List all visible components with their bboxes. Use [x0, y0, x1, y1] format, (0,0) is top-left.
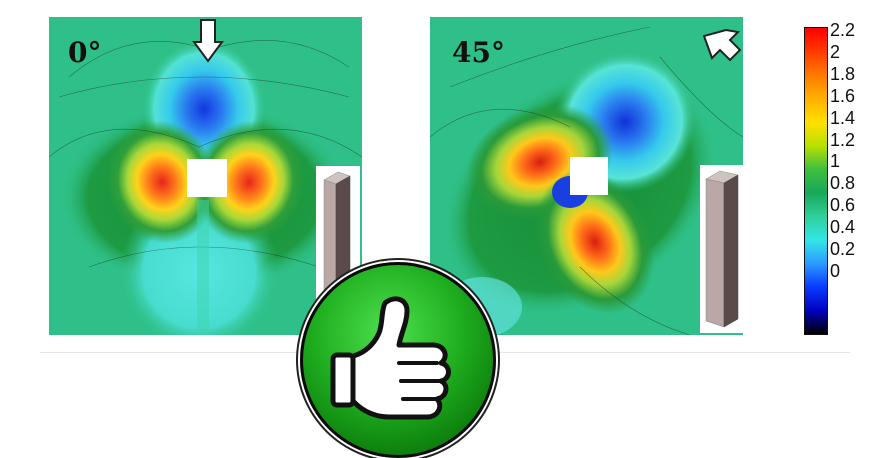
scale-label: 2 [830, 41, 841, 62]
color-scale-labels: 2.2 2 1.8 1.6 1.4 1.2 1 0.8 0.6 0.4 0.2 … [830, 20, 855, 283]
scale-label: 1.8 [830, 63, 856, 84]
contour-plot-45deg [430, 17, 743, 335]
building-cross-section [570, 157, 608, 195]
contour-field-0deg [49, 17, 362, 335]
contour-plot-0deg [49, 17, 362, 335]
color-scale-bar [804, 27, 828, 335]
contour-field-45deg [430, 17, 743, 335]
thumbs-up-icon [330, 296, 451, 420]
scale-label: 0.6 [830, 195, 856, 216]
angle-label-0deg: 0° [68, 36, 102, 69]
scale-label: 2.2 [830, 20, 856, 40]
scale-label: 0.4 [830, 217, 856, 238]
diagonal-arrow-icon [702, 28, 742, 62]
thumbs-up-badge [300, 262, 496, 458]
scale-label: 0 [830, 260, 841, 281]
down-arrow-icon [192, 19, 224, 63]
scale-label: 1.2 [830, 129, 856, 150]
building-model-icon-45 [700, 165, 744, 333]
scale-label: 1 [830, 151, 841, 172]
scale-label: 0.8 [830, 173, 856, 194]
scale-label: 1.6 [830, 85, 856, 106]
angle-label-45deg: 45° [452, 36, 505, 69]
building-cross-section [187, 159, 227, 197]
scale-label: 0.2 [830, 239, 856, 260]
scale-label: 1.4 [830, 107, 856, 128]
